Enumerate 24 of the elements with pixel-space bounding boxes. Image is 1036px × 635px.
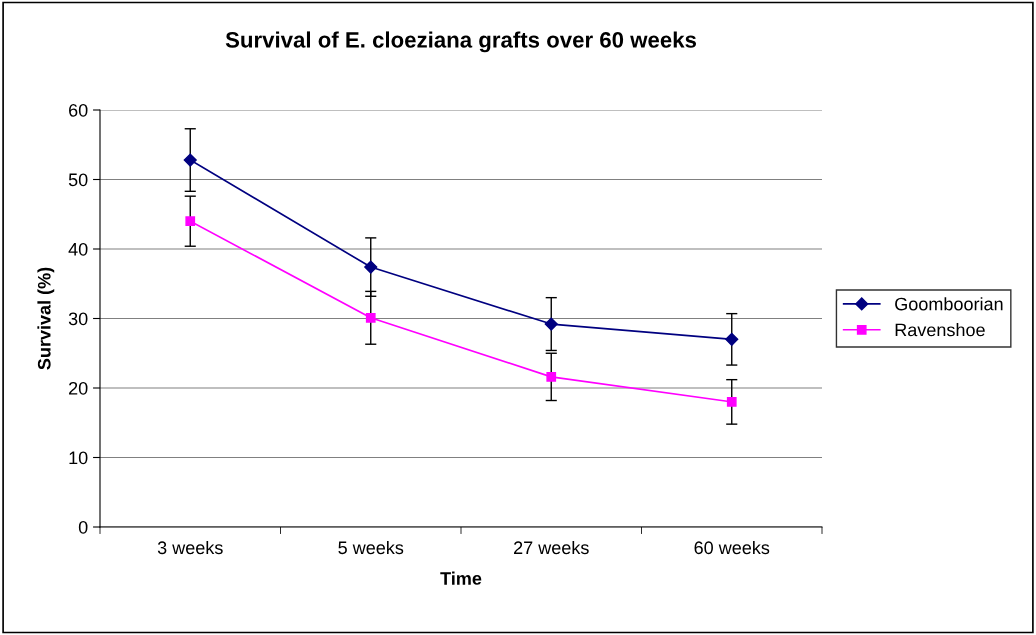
y-tick-label: 50 <box>68 173 88 187</box>
x-tick-label: 60 weeks <box>694 540 770 555</box>
point <box>725 332 739 346</box>
x-tick-label: 5 weeks <box>338 540 404 555</box>
legend-label: Goomboorian <box>895 297 1003 311</box>
x-axis-title: Time <box>440 571 482 585</box>
y-axis-title: Survival (%) <box>37 267 55 370</box>
y-tick-label: 10 <box>69 451 88 465</box>
point <box>364 260 378 274</box>
y-tick-label: 40 <box>68 242 88 256</box>
point <box>726 397 737 407</box>
point <box>185 216 196 227</box>
point <box>546 372 557 382</box>
y-tick-label: 20 <box>69 381 88 395</box>
x-tick-label: 3 weeks <box>157 540 223 555</box>
y-tick-label: 60 <box>69 103 88 117</box>
point <box>365 312 376 323</box>
y-tick-label: 0 <box>78 520 88 534</box>
y-tick-label: 30 <box>68 312 88 326</box>
point <box>183 153 197 167</box>
chart-title: Survival of E. cloeziana grafts over 60 weeks <box>225 31 697 53</box>
legend-label: Ravenshoe <box>895 323 985 337</box>
x-tick-label: 27 weeks <box>514 540 589 555</box>
point <box>544 317 558 331</box>
